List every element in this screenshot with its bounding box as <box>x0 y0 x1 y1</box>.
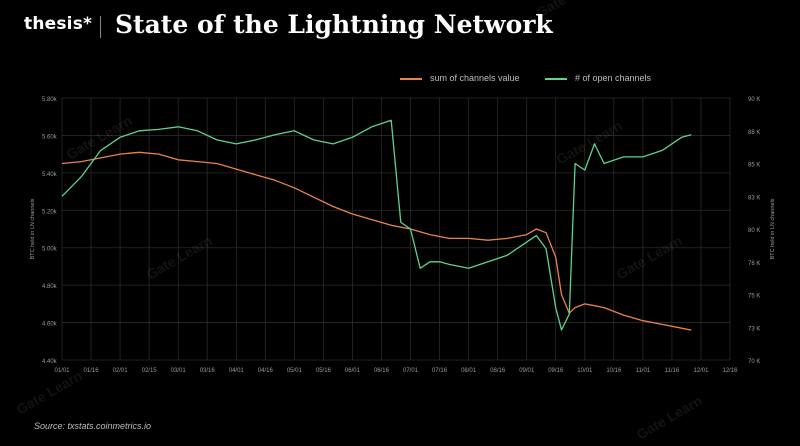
y-left-tick-label: 5.00k <box>42 247 58 253</box>
legend-swatch-orange <box>400 78 422 80</box>
x-tick-label: 06/16 <box>374 368 390 374</box>
x-tick-label: 12/16 <box>722 368 738 374</box>
x-tick-label: 11/01 <box>636 368 651 374</box>
x-tick-label: 02/15 <box>142 368 158 374</box>
x-tick-label: 04/16 <box>258 368 274 374</box>
x-tick-label: 08/16 <box>490 368 506 374</box>
chart-axes: 5.80k 5.60k 5.40k 5.20k 5.00k 4.80k 4.60k 4.40k… <box>30 97 776 374</box>
x-tick-label: 06/01 <box>345 368 361 374</box>
y-right-tick-label: 70 K <box>748 359 760 365</box>
legend-label: sum of channels value <box>430 73 520 83</box>
watermark: Gate Learn <box>614 232 685 282</box>
x-tick-label: 10/16 <box>606 368 622 374</box>
x-tick-label: 03/16 <box>200 368 216 374</box>
x-tick-label: 05/01 <box>287 368 303 374</box>
header: thesis* State of the Lightning Network <box>0 0 800 60</box>
watermark: Gate Learn <box>64 112 135 162</box>
legend-label: # of open channels <box>575 73 652 83</box>
header-divider <box>100 16 101 38</box>
chart-grid <box>61 97 731 361</box>
x-tick-label: 12/01 <box>693 368 709 374</box>
y-left-tick-label: 5.60k <box>42 134 58 140</box>
x-tick-label: 03/01 <box>171 368 187 374</box>
thesis-logo: thesis* <box>24 14 93 34</box>
y-left-tick-label: 4.80k <box>42 284 58 290</box>
y-left-tick-label: 4.60k <box>42 322 58 328</box>
watermark: Gate Learn <box>634 392 705 442</box>
x-tick-label: 02/01 <box>113 368 129 374</box>
x-tick-label: 09/16 <box>548 368 564 374</box>
x-tick-label: 10/01 <box>577 368 593 374</box>
y-axis-title-left: BTC held in LN channels <box>30 198 36 259</box>
chart-series <box>61 119 692 331</box>
watermark-layer: Gate Learn Gate Learn Gate Learn Gate Learn… <box>14 0 705 443</box>
x-tick-label: 01/01 <box>54 368 70 374</box>
y-left-tick-label: 5.80k <box>42 97 58 103</box>
y-right-tick-label: 80 K <box>748 228 760 234</box>
y-axis-title-right: BTC held in LN channels <box>770 198 776 259</box>
x-tick-label: 07/16 <box>432 368 448 374</box>
x-tick-label: 08/01 <box>461 368 477 374</box>
y-right-tick-label: 90 K <box>748 97 760 103</box>
y-right-tick-label: 85 K <box>748 163 760 169</box>
y-left-tick-label: 4.40k <box>42 359 58 365</box>
y-left-tick-label: 5.40k <box>42 172 58 178</box>
y-right-tick-label: 73 K <box>748 326 760 332</box>
watermark: Gate Learn <box>14 367 85 417</box>
x-tick-label: 01/16 <box>84 368 100 374</box>
y-right-tick-label: 83 K <box>748 195 760 201</box>
x-tick-label: 04/01 <box>229 368 245 374</box>
x-tick-label: 11/16 <box>665 368 680 374</box>
series-line-open-channels <box>61 119 692 331</box>
y-right-tick-label: 75 K <box>748 294 760 300</box>
series-line-channels-value <box>61 151 692 331</box>
watermark: Gate Learn <box>534 0 605 21</box>
y-right-tick-label: 88 K <box>748 130 760 136</box>
x-tick-label: 07/01 <box>403 368 419 374</box>
x-tick-label: 05/16 <box>316 368 332 374</box>
page-title: State of the Lightning Network <box>115 10 553 39</box>
y-right-tick-label: 78 K <box>748 261 760 267</box>
y-left-tick-label: 5.20k <box>42 209 58 215</box>
legend-swatch-green <box>545 78 567 80</box>
source-note: Source: txstats.coinmetrics.io <box>34 421 152 431</box>
watermark: Gate Learn <box>144 232 215 282</box>
x-tick-label: 09/01 <box>519 368 535 374</box>
